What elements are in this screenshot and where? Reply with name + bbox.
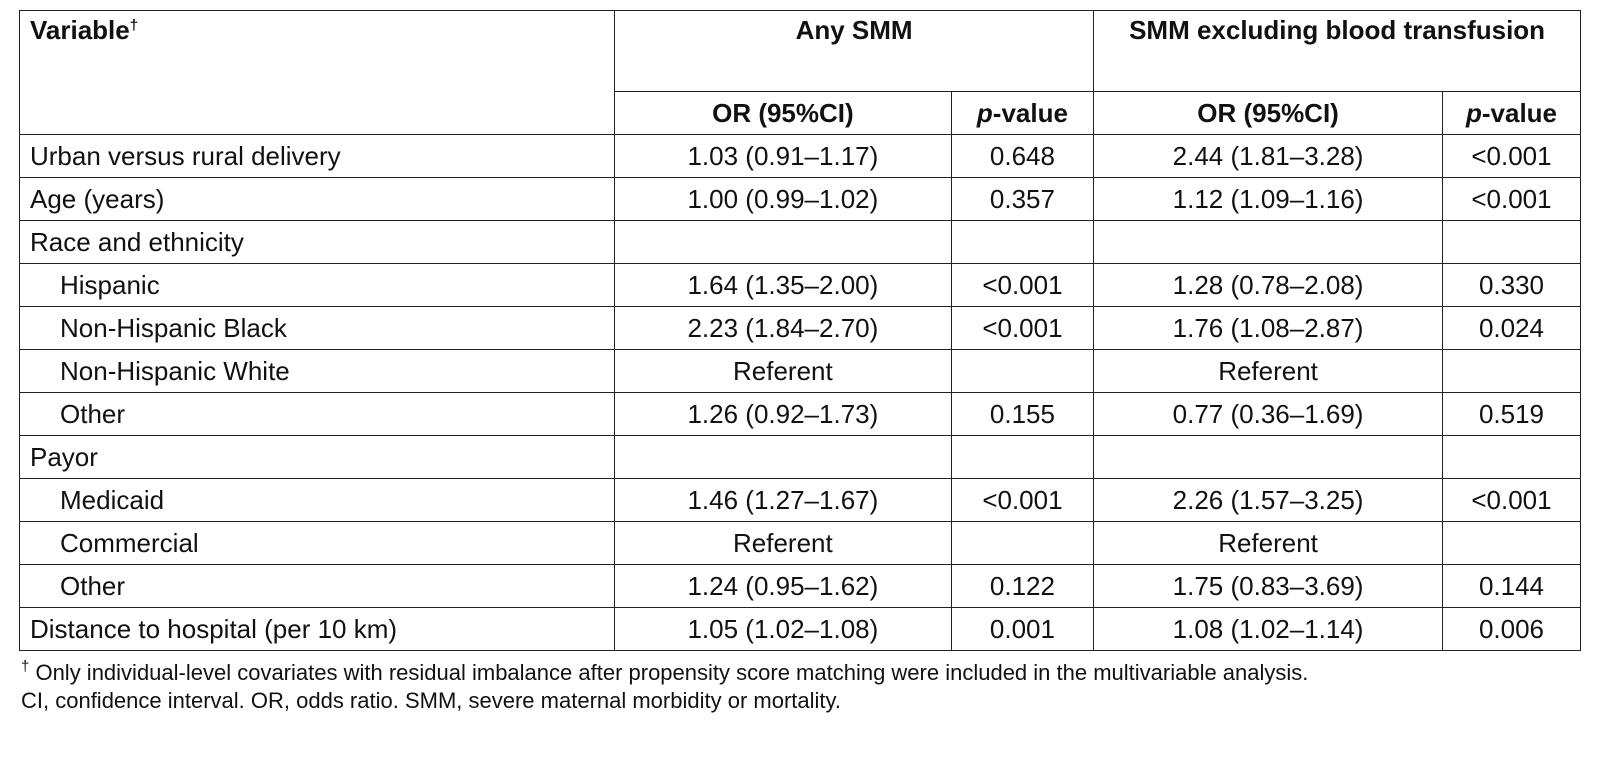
pvalue-header-2: p-value <box>1441 91 1582 135</box>
table-row: Race and ethnicity <box>18 220 1582 264</box>
pvalue-header-1: p-value <box>950 91 1095 135</box>
row-label: Commercial <box>18 521 616 565</box>
header-row-columns: OR (95%CI) p-value OR (95%CI) p-value <box>20 91 1582 135</box>
pvalue-smm-excl-transfusion: 0.024 <box>1441 306 1582 350</box>
or-header-1: OR (95%CI) <box>614 91 952 135</box>
or-smm-excl-transfusion: 2.26 (1.57–3.25) <box>1093 478 1443 522</box>
table-row: Other 1.24 (0.95–1.62) 0.122 1.75 (0.83–3.6… <box>18 564 1582 608</box>
pvalue-any-smm: 0.155 <box>950 392 1095 436</box>
row-label: Non-Hispanic Black <box>18 306 616 350</box>
row-label: Payor <box>18 435 616 479</box>
pvalue-any-smm: <0.001 <box>950 478 1095 522</box>
or-smm-excl-transfusion <box>1093 435 1443 479</box>
pvalue-smm-excl-transfusion: 0.144 <box>1441 564 1582 608</box>
pvalue-smm-excl-transfusion: 0.519 <box>1441 392 1582 436</box>
table-row: Hispanic 1.64 (1.35–2.00) <0.001 1.28 (0.78… <box>18 263 1582 307</box>
pvalue-smm-excl-transfusion: <0.001 <box>1441 134 1582 178</box>
pvalue-any-smm: <0.001 <box>950 263 1095 307</box>
footnote-2: CI, confidence interval. OR, odds ratio.… <box>21 688 841 713</box>
or-smm-excl-transfusion: 1.76 (1.08–2.87) <box>1093 306 1443 350</box>
any-smm-header: Any SMM <box>614 10 1095 92</box>
row-label: Hispanic <box>18 263 616 307</box>
smm-excl-transfusion-header: SMM excluding blood transfusion <box>1093 10 1581 92</box>
pvalue-any-smm: 0.648 <box>950 134 1095 178</box>
or-any-smm: Referent <box>614 349 952 393</box>
table-row: Age (years) 1.00 (0.99–1.02) 0.357 1.12 (1.… <box>18 177 1582 221</box>
or-any-smm: 1.00 (0.99–1.02) <box>614 177 952 221</box>
table-row: Urban versus rural delivery 1.03 (0.91–1.… <box>18 134 1582 178</box>
or-any-smm: 1.05 (1.02–1.08) <box>614 607 952 651</box>
table-row: Distance to hospital (per 10 km) 1.05 (1.… <box>18 607 1582 651</box>
or-smm-excl-transfusion: Referent <box>1093 349 1443 393</box>
row-label: Age (years) <box>18 177 616 221</box>
pvalue-smm-excl-transfusion: 0.006 <box>1441 607 1582 651</box>
pvalue-smm-excl-transfusion: <0.001 <box>1441 177 1582 221</box>
variable-header: Variable† <box>18 10 616 135</box>
row-label: Race and ethnicity <box>18 220 616 264</box>
or-header-2: OR (95%CI) <box>1093 91 1443 135</box>
or-smm-excl-transfusion: 1.75 (0.83–3.69) <box>1093 564 1443 608</box>
or-smm-excl-transfusion: Referent <box>1093 521 1443 565</box>
footnote-1: † Only individual-level covariates with … <box>21 658 1309 685</box>
or-smm-excl-transfusion: 0.77 (0.36–1.69) <box>1093 392 1443 436</box>
table-container: Variable† Any SMM SMM excluding blood tr… <box>18 10 1582 715</box>
or-any-smm: 1.24 (0.95–1.62) <box>614 564 952 608</box>
pvalue-any-smm: 0.122 <box>950 564 1095 608</box>
row-label: Non-Hispanic White <box>18 349 616 393</box>
or-smm-excl-transfusion: 1.08 (1.02–1.14) <box>1093 607 1443 651</box>
or-any-smm: 1.03 (0.91–1.17) <box>614 134 952 178</box>
pvalue-any-smm: <0.001 <box>950 306 1095 350</box>
or-smm-excl-transfusion <box>1093 220 1443 264</box>
table-row: Non-Hispanic White Referent Referent <box>18 349 1582 393</box>
pvalue-smm-excl-transfusion <box>1441 435 1582 479</box>
results-table: Variable† Any SMM SMM excluding blood tr… <box>18 10 1582 651</box>
pvalue-smm-excl-transfusion <box>1441 521 1582 565</box>
pvalue-smm-excl-transfusion <box>1441 220 1582 264</box>
or-smm-excl-transfusion: 1.28 (0.78–2.08) <box>1093 263 1443 307</box>
or-any-smm: 1.64 (1.35–2.00) <box>614 263 952 307</box>
or-any-smm: 2.23 (1.84–2.70) <box>614 306 952 350</box>
or-any-smm <box>614 220 952 264</box>
table-row: Medicaid 1.46 (1.27–1.67) <0.001 2.26 (1.57… <box>18 478 1582 522</box>
table-body: Urban versus rural delivery 1.03 (0.91–1.… <box>18 134 1582 651</box>
or-any-smm <box>614 435 952 479</box>
row-label: Other <box>18 392 616 436</box>
or-smm-excl-transfusion: 2.44 (1.81–3.28) <box>1093 134 1443 178</box>
pvalue-any-smm: 0.357 <box>950 177 1095 221</box>
header-row-groups: Variable† Any SMM SMM excluding blood tr… <box>18 10 1581 135</box>
row-label: Medicaid <box>18 478 616 522</box>
row-label: Urban versus rural delivery <box>18 134 616 178</box>
table-row: Non-Hispanic Black 2.23 (1.84–2.70) <0.001… <box>18 306 1582 350</box>
footnotes: † Only individual-level covariates with … <box>19 659 1581 715</box>
or-smm-excl-transfusion: 1.12 (1.09–1.16) <box>1093 177 1443 221</box>
pvalue-any-smm <box>950 220 1095 264</box>
table-row: Payor <box>18 435 1582 479</box>
table-row: Commercial Referent Referent <box>18 521 1582 565</box>
or-any-smm: Referent <box>614 521 952 565</box>
pvalue-any-smm <box>950 521 1095 565</box>
row-label: Distance to hospital (per 10 km) <box>18 607 616 651</box>
pvalue-smm-excl-transfusion: <0.001 <box>1441 478 1582 522</box>
or-any-smm: 1.26 (0.92–1.73) <box>614 392 952 436</box>
pvalue-smm-excl-transfusion: 0.330 <box>1441 263 1582 307</box>
pvalue-any-smm: 0.001 <box>950 607 1095 651</box>
pvalue-smm-excl-transfusion <box>1441 349 1582 393</box>
table-row: Other 1.26 (0.92–1.73) 0.155 0.77 (0.36–1.6… <box>18 392 1582 436</box>
pvalue-any-smm <box>950 349 1095 393</box>
dagger-mark: † <box>129 17 139 34</box>
or-any-smm: 1.46 (1.27–1.67) <box>614 478 952 522</box>
pvalue-any-smm <box>950 435 1095 479</box>
row-label: Other <box>18 564 616 608</box>
